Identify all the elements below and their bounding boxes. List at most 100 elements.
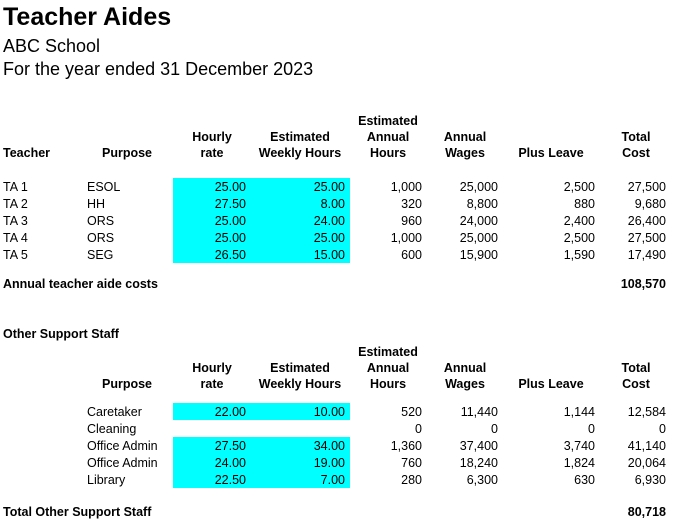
ss-row-purpose: Office Admin [87,439,158,453]
page-title: Teacher Aides [3,3,172,31]
ta-row-purpose: SEG [87,248,114,262]
ss-header-total_cost-0: Total [621,361,651,375]
ss-row-annual-wages: 37,400 [459,439,498,453]
ta-row-annual-hours: 960 [401,214,422,228]
ta-row-plus-leave: 880 [574,197,595,211]
ss-row-total-cost: 0 [659,422,666,436]
school-name: ABC School [3,36,101,56]
ta-header-annual_hours-1: Annual [366,130,410,144]
ss-row-weekly-hours: 10.00 [313,405,345,419]
ta-row-plus-leave: 2,500 [563,180,595,194]
ss-row-annual-hours: 0 [415,422,422,436]
ss-header-weekly_hours-0: Estimated [270,361,330,375]
report-period: For the year ended 31 December 2023 [3,59,314,79]
ta-header-teacher: Teacher [3,146,51,160]
ss-row-plus-leave: 1,824 [563,456,595,470]
ss-header-purpose: Purpose [102,377,153,391]
input-highlight [173,471,350,488]
input-highlight [173,229,350,246]
ss-header-plus-leave: Plus Leave [518,377,584,391]
ta-row-rate: 25.00 [214,214,246,228]
ta-row-teacher: TA 2 [3,197,28,211]
ss-row-purpose: Library [87,473,126,487]
ta-row-rate: 26.50 [214,248,246,262]
ta-total-label: Annual teacher aide costs [3,277,158,291]
ta-header-hourly_rate-0: Hourly [192,130,232,144]
input-highlight [173,454,350,471]
ss-row-annual-wages: 0 [491,422,498,436]
input-highlight [173,178,350,195]
ta-row-purpose: ORS [87,214,115,228]
ta-header-weekly_hours-1: Weekly Hours [258,146,342,160]
ta-row-annual-wages: 8,800 [466,197,498,211]
ta-header-annual_hours-2: Hours [369,146,407,160]
ss-row-annual-wages: 11,440 [460,405,498,419]
ss-header-hourly_rate-1: rate [200,377,224,391]
ta-header-total_cost-1: Cost [622,146,650,160]
ss-row-rate: 22.50 [214,473,246,487]
input-highlight [173,403,350,420]
ss-row-plus-leave: 3,740 [563,439,595,453]
ss-header-annual_wages-1: Wages [445,377,485,391]
ta-row-annual-wages: 25,000 [459,180,498,194]
ta-header-annual_wages-0: Annual [443,130,487,144]
ss-row-annual-hours: 760 [401,456,422,470]
ta-row-weekly-hours: 25.00 [313,180,345,194]
ta-row-total-cost: 27,500 [627,231,666,245]
ta-row-total-cost: 9,680 [634,197,666,211]
ta-row-purpose: HH [87,197,106,211]
ta-row-rate: 27.50 [214,197,246,211]
ta-row-rate: 25.00 [214,180,246,194]
ss-row-annual-hours: 280 [401,473,422,487]
ss-row-plus-leave: 1,144 [563,405,595,419]
ta-row-weekly-hours: 24.00 [313,214,345,228]
ss-total-value: 80,718 [627,505,666,519]
ss-row-plus-leave: 0 [588,422,595,436]
ss-header-weekly_hours-1: Weekly Hours [258,377,342,391]
ss-header-total_cost-1: Cost [622,377,650,391]
ss-row-total-cost: 20,064 [627,456,666,470]
ta-header-total_cost-0: Total [621,130,651,144]
ta-row-annual-hours: 1,000 [390,180,422,194]
ta-row-purpose: ESOL [87,180,121,194]
ta-header-purpose: Purpose [102,146,153,160]
input-highlight [173,195,350,212]
ss-row-total-cost: 6,930 [634,473,666,487]
ta-row-plus-leave: 1,590 [563,248,595,262]
ta-row-plus-leave: 2,500 [563,231,595,245]
ss-row-total-cost: 12,584 [627,405,666,419]
ta-row-weekly-hours: 8.00 [320,197,345,211]
ta-row-total-cost: 26,400 [627,214,666,228]
ss-header-annual_hours-2: Hours [369,377,407,391]
ta-row-total-cost: 17,490 [627,248,666,262]
ss-header-annual_wages-0: Annual [443,361,487,375]
ta-row-annual-hours: 320 [401,197,422,211]
ss-row-weekly-hours: 19.00 [313,456,345,470]
ta-row-annual-wages: 15,900 [459,248,498,262]
ta-row-total-cost: 27,500 [627,180,666,194]
input-highlight [173,437,350,454]
ta-row-weekly-hours: 25.00 [313,231,345,245]
ss-row-purpose: Caretaker [87,405,142,419]
ta-row-teacher: TA 5 [3,248,28,262]
ss-row-annual-hours: 1,360 [390,439,422,453]
ss-row-annual-wages: 18,240 [459,456,498,470]
ta-row-teacher: TA 4 [3,231,28,245]
input-highlight [173,246,350,263]
input-highlight [173,212,350,229]
ss-header-annual_hours-1: Annual [366,361,410,375]
ss-total-label: Total Other Support Staff [3,505,152,519]
ss-row-annual-hours: 520 [401,405,422,419]
ta-row-purpose: ORS [87,231,115,245]
ss-row-purpose: Office Admin [87,456,158,470]
ta-total-value: 108,570 [620,277,666,291]
ta-header-plus-leave: Plus Leave [518,146,584,160]
ss-row-weekly-hours: 34.00 [313,439,345,453]
ta-row-teacher: TA 1 [3,180,28,194]
ta-row-rate: 25.00 [214,231,246,245]
ss-row-rate: 27.50 [214,439,246,453]
ta-row-annual-wages: 25,000 [459,231,498,245]
ta-row-plus-leave: 2,400 [563,214,595,228]
ss-row-purpose: Cleaning [87,422,137,436]
ta-row-teacher: TA 3 [3,214,28,228]
